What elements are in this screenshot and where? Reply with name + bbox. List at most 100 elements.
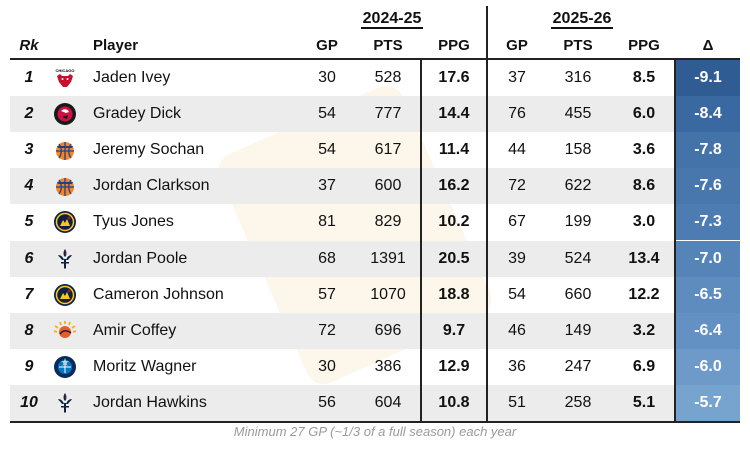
table-row: 7 Cameron Johnson 57 1070 18.8 54 660 12.2 -6.5 (10, 276, 740, 313)
gp1-cell: 72 (318, 321, 336, 339)
ppg1-cell: 14.4 (438, 105, 470, 123)
delta-cell: -9.1 (676, 60, 740, 96)
ppg2-cell: 8.5 (632, 69, 656, 86)
table-row: 4 Jordan Clarkson 37 600 16.2 72 622 8.6 -7.6 (10, 168, 740, 205)
pts1-cell: 528 (374, 69, 402, 86)
header-rk: Rk (19, 37, 39, 54)
pts2-cell: 455 (564, 105, 592, 123)
season-header-row: 2024-25 2025-26 (10, 6, 740, 34)
gp2-cell: 72 (508, 177, 526, 195)
ppg1-cell: 17.6 (438, 69, 470, 86)
rank-cell: 1 (24, 69, 34, 86)
header-pts-1: PTS (373, 37, 403, 54)
pts2-cell: 660 (564, 285, 592, 303)
ppg1-cell: 12.9 (438, 357, 470, 375)
gp2-cell: 67 (508, 213, 526, 231)
nuggets-logo-icon (53, 283, 77, 307)
delta-cell: -7.8 (676, 132, 740, 169)
gp1-cell: 57 (318, 285, 336, 303)
bulls-logo-icon: CHICAGO (53, 66, 77, 90)
delta-cell: -6.4 (676, 312, 740, 349)
pts1-cell: 386 (374, 357, 402, 375)
rank-cell: 2 (24, 105, 34, 123)
table-row: 2 Gradey Dick 54 777 14.4 76 455 6.0 -8.4 (10, 96, 740, 133)
pts2-cell: 199 (564, 213, 592, 231)
suns-logo-icon (53, 319, 77, 343)
rank-cell: 4 (24, 177, 34, 195)
pts1-cell: 1070 (370, 285, 406, 303)
ppg2-cell: 12.2 (628, 285, 660, 303)
nuggets-logo-icon (53, 210, 77, 234)
table-row: 5 Tyus Jones 81 829 10.2 67 199 3.0 -7.3 (10, 204, 740, 241)
gp1-cell: 37 (318, 177, 336, 195)
header-pts-2: PTS (563, 37, 593, 54)
delta-cell: -7.3 (676, 204, 740, 241)
gp1-cell: 56 (318, 393, 336, 411)
ppg2-cell: 13.4 (628, 249, 660, 267)
rank-cell: 6 (24, 249, 34, 267)
header-gp-1: GP (316, 37, 338, 54)
table-row: 8 Amir Coffey 72 696 9.7 46 149 3.2 -6.4 (10, 312, 740, 349)
pelicans-logo-icon (53, 391, 77, 415)
table-bottom-rule (10, 421, 740, 423)
pts2-cell: 149 (564, 321, 592, 339)
player-name: Cameron Johnson (93, 285, 224, 303)
player-name: Gradey Dick (93, 105, 182, 123)
player-name: Jordan Poole (93, 249, 188, 267)
gp2-cell: 39 (508, 249, 526, 267)
delta-divider (674, 60, 676, 421)
table-row: 1 CHICAGO Jaden Ivey 30 528 17.6 37 316 8.5 -9.1 (10, 60, 740, 96)
player-name: Moritz Wagner (93, 357, 197, 375)
rank-cell: 3 (24, 141, 34, 159)
ppg1-cell: 11.4 (438, 141, 470, 159)
delta-cell: -7.6 (676, 168, 740, 205)
table-row: 9 Moritz Wagner 30 386 12.9 36 247 6.9 -6.0 (10, 348, 740, 385)
ppg2-cell: 6.9 (632, 357, 656, 375)
header-delta: Δ (702, 37, 714, 54)
pts2-cell: 622 (564, 177, 592, 195)
ppg2-cell: 6.0 (632, 105, 656, 123)
ppg-divider-1 (420, 60, 422, 421)
pelicans-logo-icon (53, 247, 77, 271)
pts1-cell: 696 (374, 321, 402, 339)
gp2-cell: 44 (508, 141, 526, 159)
delta-cell: -6.0 (676, 348, 740, 385)
ppg1-cell: 10.8 (438, 393, 470, 411)
pts2-cell: 316 (564, 69, 592, 86)
ppg2-cell: 8.6 (632, 177, 656, 195)
gp2-cell: 51 (508, 393, 526, 411)
gp2-cell: 46 (508, 321, 526, 339)
ppg1-cell: 16.2 (438, 177, 470, 195)
rank-cell: 5 (24, 213, 34, 231)
delta-cell: -7.0 (676, 240, 740, 277)
knicks-logo-icon (53, 138, 77, 162)
ppg1-cell: 9.7 (442, 321, 466, 339)
table-row: 6 Jordan Poole 68 1391 20.5 39 524 13.4 -7.0 (10, 240, 740, 277)
table-row: 10 Jordan Hawkins 56 604 10.8 51 258 5.1 -5.7 (10, 384, 740, 421)
pts1-cell: 600 (374, 177, 402, 195)
pts1-cell: 777 (374, 105, 402, 123)
player-name: Tyus Jones (93, 213, 174, 231)
season-2024-25-label: 2024-25 (360, 10, 424, 29)
pts1-cell: 1391 (370, 249, 406, 267)
rank-cell: 9 (24, 357, 34, 375)
header-ppg-2: PPG (628, 37, 660, 54)
header-gp-2: GP (506, 37, 528, 54)
gp1-cell: 30 (318, 357, 336, 375)
pts2-cell: 524 (564, 249, 592, 267)
rank-cell: 8 (24, 321, 34, 339)
ppg1-cell: 18.8 (438, 285, 470, 303)
ppg2-cell: 5.1 (632, 393, 656, 411)
ppg1-cell: 10.2 (438, 213, 470, 231)
player-name: Jordan Clarkson (93, 177, 210, 195)
delta-cell: -6.5 (676, 276, 740, 313)
gp2-cell: 76 (508, 105, 526, 123)
ppg2-cell: 3.6 (632, 141, 656, 159)
raptors-logo-icon (53, 102, 77, 126)
gp1-cell: 68 (318, 249, 336, 267)
player-name: Amir Coffey (93, 321, 177, 339)
gp2-cell: 37 (508, 69, 526, 86)
pts2-cell: 258 (564, 393, 592, 411)
knicks-logo-icon (53, 174, 77, 198)
season-2025-26-label: 2025-26 (550, 10, 614, 29)
